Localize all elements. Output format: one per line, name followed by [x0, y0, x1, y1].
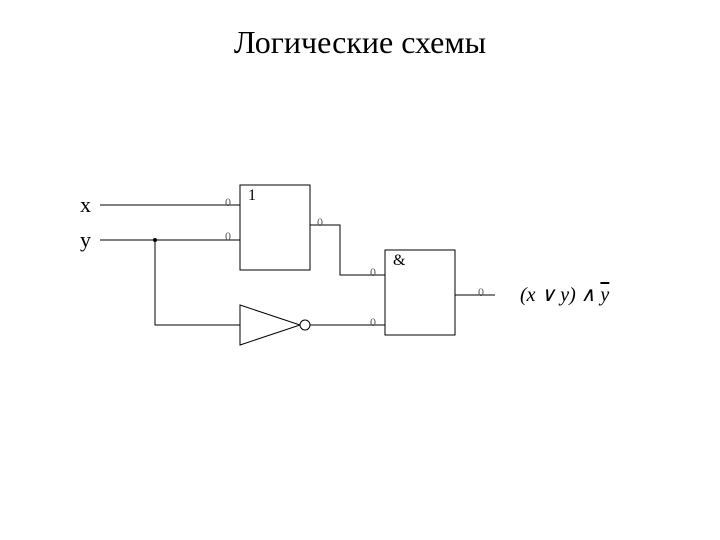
- signal-value: 0: [370, 315, 376, 330]
- signal-value: 0: [317, 215, 323, 230]
- signal-value: 0: [478, 285, 484, 300]
- input-label-y: y: [80, 227, 91, 253]
- signal-value: 0: [225, 229, 231, 244]
- not-gate: [240, 305, 300, 345]
- not-gate-bubble: [300, 320, 310, 330]
- signal-value: 0: [225, 195, 231, 210]
- input-label-x: x: [80, 192, 91, 218]
- and-gate-label: &: [393, 252, 405, 270]
- junction-dot: [153, 238, 157, 242]
- output-formula: (x ∨ y) ∧ y: [520, 282, 609, 307]
- or-gate-label: 1: [248, 187, 256, 205]
- circuit-diagram: [0, 0, 720, 540]
- signal-value: 0: [370, 265, 376, 280]
